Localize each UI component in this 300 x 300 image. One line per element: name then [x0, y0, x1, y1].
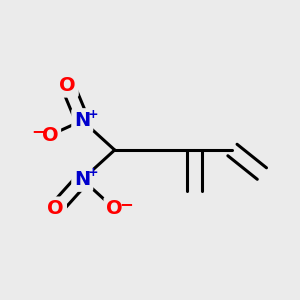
Text: N: N [74, 111, 90, 130]
Text: −: − [31, 122, 45, 140]
Text: −: − [119, 196, 134, 214]
Text: +: + [87, 108, 98, 121]
Text: O: O [106, 200, 123, 218]
Text: O: O [47, 200, 64, 218]
Text: O: O [42, 126, 58, 145]
Text: O: O [59, 76, 76, 95]
Text: +: + [87, 167, 98, 179]
Text: N: N [74, 170, 90, 189]
